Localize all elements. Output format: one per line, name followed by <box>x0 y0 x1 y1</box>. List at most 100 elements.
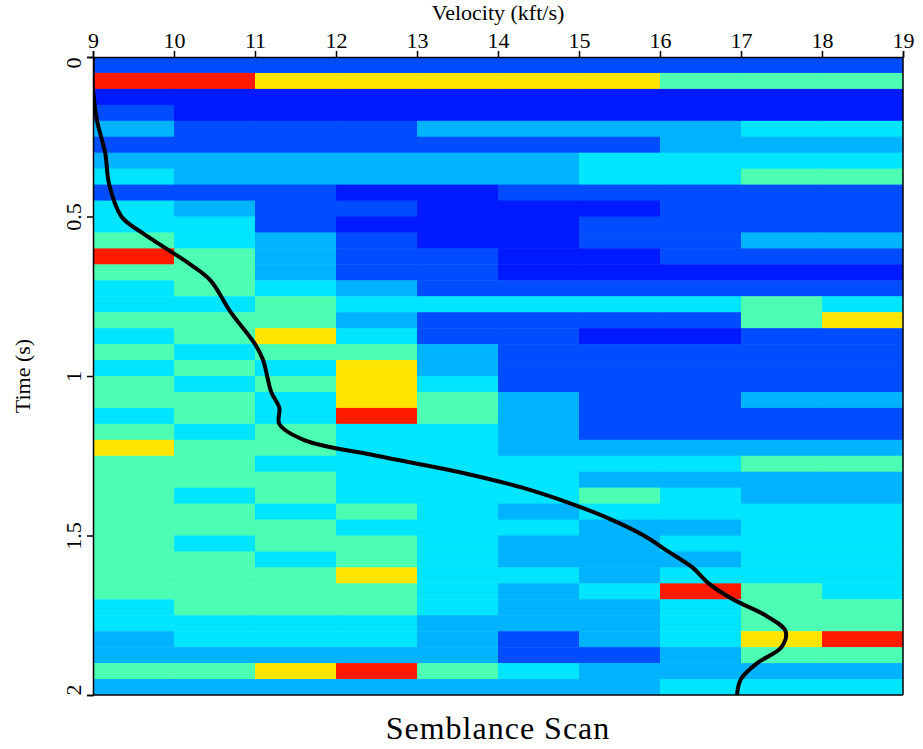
heatmap-cell <box>255 456 337 472</box>
heatmap-cell <box>579 567 661 583</box>
heatmap-cell <box>822 456 903 472</box>
heatmap-cell <box>822 392 903 408</box>
heatmap-cell <box>741 360 823 376</box>
y-tick: 0.5 <box>61 203 93 231</box>
heatmap-cell <box>417 57 499 73</box>
x-tick-label: 15 <box>569 28 591 53</box>
heatmap-cell <box>498 424 580 440</box>
x-tick: 17 <box>731 28 753 57</box>
heatmap-cell <box>660 488 742 504</box>
heatmap-cell <box>822 520 903 536</box>
heatmap-cell <box>417 89 499 105</box>
heatmap-cell <box>498 551 580 567</box>
heatmap-cell <box>417 567 499 583</box>
heatmap-cell <box>255 520 337 536</box>
heatmap-cell <box>660 105 742 121</box>
heatmap-cell <box>336 280 418 296</box>
heatmap-cell <box>93 440 175 456</box>
heatmap-cell <box>417 169 499 185</box>
heatmap-cell <box>822 73 903 89</box>
heatmap-cell <box>579 440 661 456</box>
heatmap-cell <box>417 312 499 328</box>
heatmap-cell <box>174 440 256 456</box>
x-tick: 14 <box>488 28 510 57</box>
heatmap-cell <box>822 57 903 73</box>
heatmap-cell <box>741 424 823 440</box>
heatmap-cell <box>741 137 823 153</box>
heatmap-cell <box>174 73 256 89</box>
heatmap-cell <box>822 264 903 280</box>
heatmap-cell <box>741 376 823 392</box>
x-tick: 11 <box>245 28 266 57</box>
heatmap-cell <box>498 663 580 679</box>
heatmap-cell <box>255 296 337 312</box>
heatmap-cell <box>93 360 175 376</box>
heatmap-cell <box>660 663 742 679</box>
heatmap-cell <box>174 344 256 360</box>
heatmap-cell <box>660 280 742 296</box>
x-tick: 9 <box>88 28 99 57</box>
heatmap-cell <box>255 169 337 185</box>
heatmap-cell <box>741 232 823 248</box>
heatmap-cell <box>93 328 175 344</box>
velocity-curve <box>93 57 786 695</box>
heatmap-cell <box>741 153 823 169</box>
heatmap-cell <box>822 679 903 695</box>
heatmap-cell <box>579 599 661 615</box>
heatmap-cell <box>336 312 418 328</box>
heatmap-cell <box>579 57 661 73</box>
heatmap-cell <box>174 551 256 567</box>
heatmap-cell <box>417 536 499 552</box>
heatmap-cell <box>822 185 903 201</box>
x-tick-label: 9 <box>88 28 99 53</box>
heatmap-cell <box>417 408 499 424</box>
heatmap-cell <box>822 536 903 552</box>
x-tick: 18 <box>812 28 834 57</box>
heatmap-cell <box>660 185 742 201</box>
heatmap-cell <box>93 248 175 264</box>
heatmap-cell <box>93 679 175 695</box>
heatmap-cell <box>579 232 661 248</box>
x-tick: 12 <box>326 28 348 57</box>
y-tick: 0 <box>61 58 93 69</box>
heatmap-cell <box>822 440 903 456</box>
heatmap-cell <box>417 424 499 440</box>
heatmap-cell <box>498 408 580 424</box>
heatmap-cell <box>498 201 580 217</box>
heatmap-cell <box>417 679 499 695</box>
heatmap-cell <box>741 57 823 73</box>
heatmap-cell <box>255 392 337 408</box>
heatmap-cell <box>255 328 337 344</box>
heatmap-cell <box>417 599 499 615</box>
heatmap-cell <box>741 344 823 360</box>
y-tick: 2 <box>61 685 93 696</box>
heatmap-cell <box>174 153 256 169</box>
heatmap-cell <box>579 647 661 663</box>
heatmap-cell <box>93 551 175 567</box>
heatmap-cell <box>174 424 256 440</box>
heatmap-cell <box>498 296 580 312</box>
heatmap-cell <box>822 424 903 440</box>
heatmap-cell <box>417 647 499 663</box>
x-tick-label: 12 <box>326 28 348 53</box>
heatmap-cell <box>93 185 175 201</box>
heatmap-cell <box>417 185 499 201</box>
heatmap-cell <box>417 296 499 312</box>
heatmap-cell <box>498 137 580 153</box>
heatmap-cell <box>741 185 823 201</box>
heatmap-cell <box>498 153 580 169</box>
heatmap-cell <box>417 105 499 121</box>
heatmap-cell <box>741 520 823 536</box>
heatmap-cell <box>822 121 903 137</box>
heatmap-cell <box>417 488 499 504</box>
heatmap-cell <box>93 312 175 328</box>
heatmap-cell <box>174 679 256 695</box>
heatmap-cell <box>255 312 337 328</box>
heatmap-cell <box>741 536 823 552</box>
heatmap-cell <box>822 153 903 169</box>
heatmap-cell <box>336 185 418 201</box>
heatmap-cell <box>174 217 256 233</box>
heatmap-cell <box>660 392 742 408</box>
heatmap-cell <box>660 440 742 456</box>
heatmap-cell <box>255 567 337 583</box>
